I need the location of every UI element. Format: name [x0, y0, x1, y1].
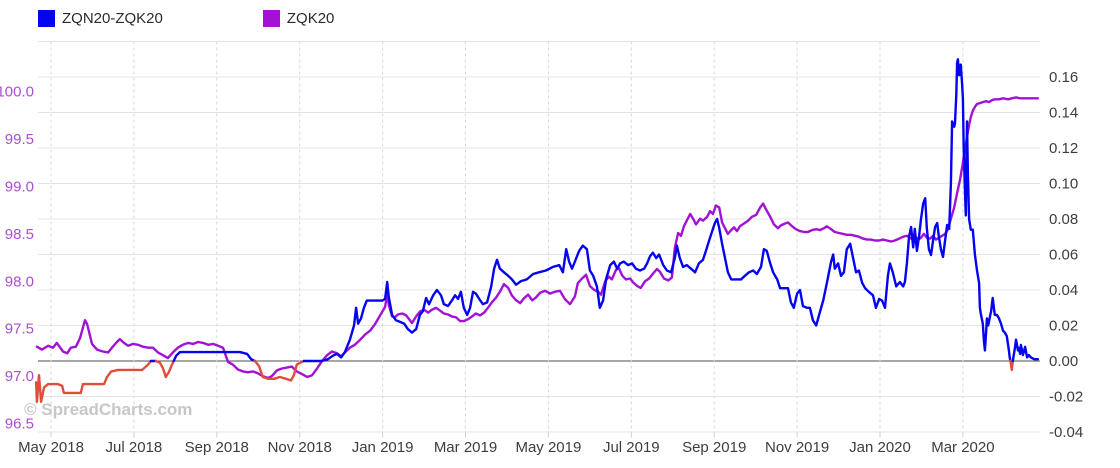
- spread-line-negative-segment: [34, 359, 153, 403]
- watermark: © SpreadCharts.com: [24, 400, 192, 419]
- x-axis-tick-label: Jul 2018: [106, 439, 163, 456]
- right-axis-tick-label: 0.06: [1049, 247, 1078, 264]
- right-axis-tick-label: 0.16: [1049, 69, 1078, 86]
- x-axis-tick-label: May 2018: [18, 439, 84, 456]
- spread-line-negative-segment: [154, 359, 175, 379]
- spread-line-positive-segment: [302, 58, 1012, 363]
- spread-series-label: ZQN20-ZQK20: [62, 10, 163, 27]
- left-axis-tick-label: 97.0: [5, 368, 34, 385]
- left-axis-tick-label: 99.5: [5, 131, 34, 148]
- x-axis-tick-label: Mar 2019: [434, 439, 497, 456]
- right-axis-tick-label: -0.04: [1049, 424, 1083, 441]
- x-axis-tick-label: Jan 2019: [352, 439, 414, 456]
- x-axis-tick-label: Sep 2019: [682, 439, 746, 456]
- legend-item-spread[interactable]: ZQN20-ZQK20: [38, 10, 163, 27]
- right-axis-tick-label: 0.10: [1049, 176, 1078, 193]
- left-axis-tick-label: 100.0: [0, 84, 34, 101]
- spread-line-positive-segment: [1011, 338, 1040, 363]
- x-axis-tick-label: Jul 2019: [603, 439, 660, 456]
- spread-line-negative-segment: [1009, 359, 1014, 372]
- left-axis-tick-label: 97.5: [5, 321, 34, 338]
- x-axis-tick-label: May 2019: [515, 439, 581, 456]
- legend-item-price[interactable]: ZQK20: [262, 10, 335, 27]
- left-axis-tick-label: 99.0: [5, 179, 34, 196]
- left-axis-tick-label: 98.5: [5, 226, 34, 243]
- right-axis-tick-label: 0.08: [1049, 211, 1078, 228]
- right-axis-tick-label: -0.02: [1049, 389, 1083, 406]
- spread-line-positive-segment: [172, 350, 257, 363]
- right-axis-tick-label: 0.00: [1049, 353, 1078, 370]
- price-series-swatch-icon: [262, 10, 280, 27]
- price-series-label: ZQK20: [286, 10, 335, 27]
- left-axis-tick-label: 98.0: [5, 273, 34, 290]
- x-axis-tick-label: Nov 2019: [765, 439, 829, 456]
- right-axis-tick-label: 0.12: [1049, 140, 1078, 157]
- right-axis-tick-label: 0.02: [1049, 318, 1078, 335]
- spread-series-swatch-icon: [38, 10, 55, 27]
- x-axis-tick-label: Jan 2020: [849, 439, 911, 456]
- x-axis-tick-label: Mar 2020: [931, 439, 994, 456]
- x-axis-tick-label: Nov 2018: [268, 439, 332, 456]
- spread-line-negative-segment: [253, 359, 305, 382]
- right-axis-tick-label: 0.14: [1049, 105, 1078, 122]
- legend: ZQN20-ZQK20 ZQK20: [38, 10, 334, 27]
- left-axis-tick-label: 96.5: [5, 416, 34, 433]
- x-axis-tick-label: Sep 2018: [185, 439, 249, 456]
- right-axis-tick-label: 0.04: [1049, 282, 1078, 299]
- price-line-zqk20: [35, 96, 1040, 380]
